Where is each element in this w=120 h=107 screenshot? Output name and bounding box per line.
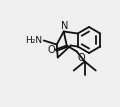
Text: O: O	[47, 45, 55, 55]
Text: O: O	[77, 53, 85, 62]
Text: N: N	[61, 21, 68, 31]
Text: H₂N: H₂N	[26, 36, 43, 45]
